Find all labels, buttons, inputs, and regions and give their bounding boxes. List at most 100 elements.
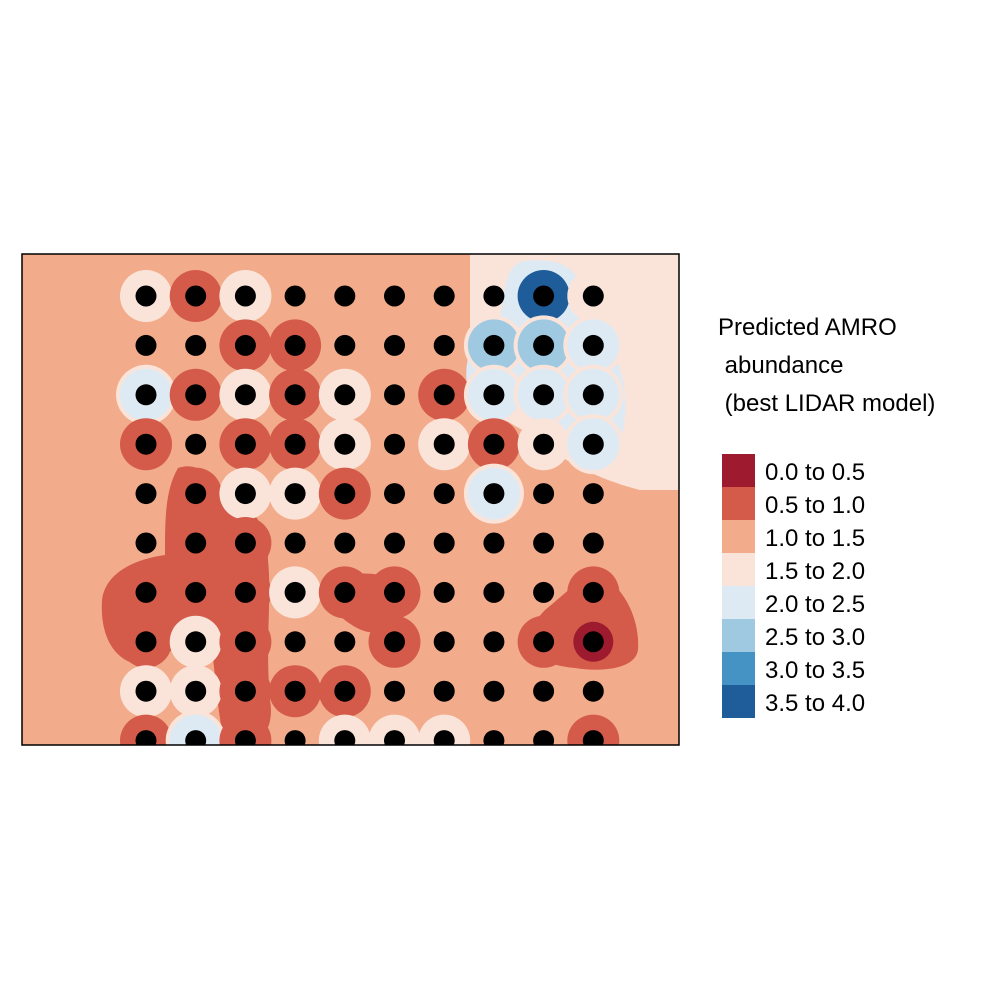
survey-point-79 bbox=[533, 631, 555, 653]
survey-point-63 bbox=[234, 581, 256, 603]
survey-point-5 bbox=[334, 285, 356, 307]
survey-point-78 bbox=[483, 631, 505, 653]
survey-point-98 bbox=[483, 730, 505, 745]
point-halo bbox=[219, 714, 272, 745]
survey-points bbox=[135, 285, 604, 745]
survey-point-84 bbox=[284, 680, 306, 702]
survey-point-14 bbox=[284, 334, 306, 356]
survey-point-17 bbox=[433, 334, 455, 356]
survey-point-36 bbox=[384, 433, 405, 455]
survey-point-23 bbox=[234, 384, 256, 406]
interpolated-surface bbox=[22, 254, 679, 745]
survey-point-11 bbox=[135, 334, 157, 356]
survey-point-26 bbox=[384, 384, 405, 406]
survey-point-18 bbox=[483, 334, 505, 356]
legend-title-line-3: (best LIDAR model) bbox=[718, 390, 935, 417]
survey-point-100 bbox=[582, 730, 604, 745]
legend-label-7: 3.0 to 3.5 bbox=[765, 657, 865, 684]
survey-point-71 bbox=[135, 631, 157, 653]
survey-point-38 bbox=[483, 433, 505, 455]
survey-point-95 bbox=[334, 730, 356, 745]
survey-point-54 bbox=[284, 532, 306, 554]
survey-point-47 bbox=[433, 483, 455, 505]
survey-point-64 bbox=[284, 581, 306, 603]
survey-point-94 bbox=[284, 730, 306, 745]
survey-point-12 bbox=[185, 334, 207, 356]
legend-label-5: 2.0 to 2.5 bbox=[765, 591, 865, 618]
survey-point-37 bbox=[433, 433, 455, 455]
point-halo bbox=[169, 714, 222, 745]
point-halo bbox=[368, 714, 421, 745]
survey-point-20 bbox=[582, 334, 604, 356]
survey-point-9 bbox=[533, 285, 555, 307]
legend-swatch-7 bbox=[722, 652, 755, 685]
survey-point-68 bbox=[483, 581, 505, 603]
legend-swatch-8 bbox=[722, 685, 755, 718]
legend-label-8: 3.5 to 4.0 bbox=[765, 690, 865, 717]
survey-point-25 bbox=[334, 384, 356, 406]
legend: Predicted AMRO abundance (best LIDAR mod… bbox=[718, 314, 935, 718]
survey-point-49 bbox=[533, 483, 555, 505]
survey-point-50 bbox=[582, 483, 604, 505]
survey-point-88 bbox=[483, 680, 505, 702]
survey-point-56 bbox=[384, 532, 405, 554]
survey-point-19 bbox=[533, 334, 555, 356]
survey-point-2 bbox=[185, 285, 207, 307]
survey-point-73 bbox=[234, 631, 256, 653]
legend-swatch-2 bbox=[722, 487, 755, 520]
legend-label-3: 1.0 to 1.5 bbox=[765, 525, 865, 552]
survey-point-44 bbox=[284, 483, 306, 505]
survey-point-27 bbox=[433, 384, 455, 406]
survey-point-92 bbox=[185, 730, 207, 745]
survey-point-85 bbox=[334, 680, 356, 702]
survey-point-8 bbox=[483, 285, 505, 307]
survey-point-6 bbox=[384, 285, 405, 307]
survey-point-28 bbox=[483, 384, 505, 406]
survey-point-51 bbox=[135, 532, 157, 554]
survey-point-93 bbox=[234, 730, 256, 745]
survey-point-82 bbox=[185, 680, 207, 702]
survey-point-77 bbox=[433, 631, 455, 653]
point-halo bbox=[120, 714, 172, 745]
survey-point-75 bbox=[334, 631, 356, 653]
survey-point-33 bbox=[234, 433, 256, 455]
survey-point-55 bbox=[334, 532, 356, 554]
survey-point-1 bbox=[135, 285, 157, 307]
point-halo bbox=[567, 714, 620, 745]
point-halo bbox=[418, 714, 471, 745]
survey-point-31 bbox=[135, 433, 157, 455]
survey-point-45 bbox=[334, 483, 356, 505]
survey-point-57 bbox=[433, 532, 455, 554]
survey-point-72 bbox=[185, 631, 207, 653]
survey-point-60 bbox=[582, 532, 604, 554]
survey-point-76 bbox=[384, 631, 405, 653]
survey-point-41 bbox=[135, 483, 157, 505]
legend-swatch-4 bbox=[722, 553, 755, 586]
survey-point-7 bbox=[433, 285, 455, 307]
survey-point-35 bbox=[334, 433, 356, 455]
survey-point-48 bbox=[483, 483, 505, 505]
survey-point-62 bbox=[185, 581, 207, 603]
survey-point-61 bbox=[135, 581, 157, 603]
survey-point-83 bbox=[234, 680, 256, 702]
survey-point-30 bbox=[582, 384, 604, 406]
survey-point-97 bbox=[433, 730, 455, 745]
survey-point-16 bbox=[384, 334, 405, 356]
survey-point-87 bbox=[433, 680, 455, 702]
survey-point-96 bbox=[384, 730, 405, 745]
survey-point-66 bbox=[384, 581, 405, 603]
map-panel-border bbox=[21, 253, 680, 746]
survey-point-53 bbox=[234, 532, 256, 554]
survey-point-69 bbox=[533, 581, 555, 603]
survey-point-42 bbox=[185, 483, 207, 505]
survey-point-90 bbox=[582, 680, 604, 702]
survey-point-39 bbox=[533, 433, 555, 455]
legend-items: 0.0 to 0.5 0.5 to 1.0 1.0 to 1.5 1.5 to 2.0… bbox=[722, 454, 865, 718]
survey-point-74 bbox=[284, 631, 306, 653]
legend-swatch-6 bbox=[722, 619, 755, 652]
survey-point-67 bbox=[433, 581, 455, 603]
survey-point-29 bbox=[533, 384, 555, 406]
survey-point-46 bbox=[384, 483, 405, 505]
legend-swatch-3 bbox=[722, 520, 755, 553]
survey-point-59 bbox=[533, 532, 555, 554]
